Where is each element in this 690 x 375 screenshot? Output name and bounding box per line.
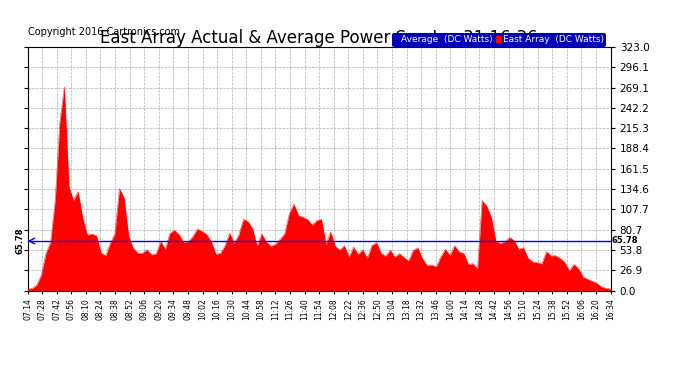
Text: Copyright 2016 Cartronics.com: Copyright 2016 Cartronics.com [28, 27, 179, 37]
Text: 65.78: 65.78 [611, 237, 638, 246]
Title: East Array Actual & Average Power Sun Jan 31 16:36: East Array Actual & Average Power Sun Ja… [100, 29, 538, 47]
Text: 65.78: 65.78 [16, 228, 25, 254]
Legend: Average  (DC Watts), East Array  (DC Watts): Average (DC Watts), East Array (DC Watts… [392, 33, 606, 46]
